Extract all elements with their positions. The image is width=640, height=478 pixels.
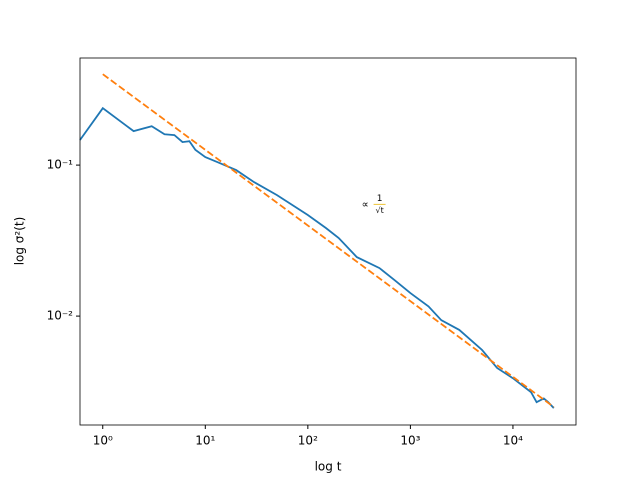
y-tick-label: 10⁻¹ — [47, 158, 74, 172]
annotation-numerator: 1 — [377, 194, 383, 204]
x-tick-label: 10⁴ — [503, 434, 523, 448]
x-tick-label: 10¹ — [195, 434, 215, 448]
line — [79, 106, 555, 409]
x-tick-label: 10³ — [400, 434, 420, 448]
y-tick-label: 10⁻² — [47, 309, 74, 323]
x-tick-label: 10⁰ — [93, 434, 113, 448]
annotation-prefix: ∝ — [362, 199, 369, 210]
line — [102, 73, 555, 408]
x-axis-label: log t — [315, 460, 342, 474]
y-axis-label: log σ²(t) — [13, 217, 27, 266]
annotation-denominator: √t — [375, 206, 383, 215]
plot-frame — [79, 57, 577, 426]
x-tick-label: 10² — [298, 434, 318, 448]
